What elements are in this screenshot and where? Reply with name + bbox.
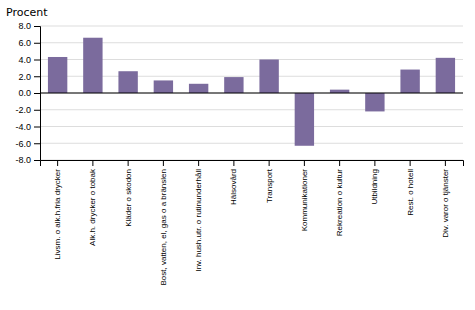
x-tick: Div. varor o tjänster	[441, 160, 450, 238]
grid-line	[40, 76, 463, 77]
x-tick: Bost, vatten, el, gas o a bränslen	[159, 160, 168, 286]
x-tick-mark	[163, 160, 164, 166]
y-tick-label: 4.0	[18, 55, 31, 65]
x-tick-label: Hälsovård	[229, 169, 238, 205]
y-tick-label: -8.0	[15, 155, 31, 165]
x-tick-mark	[269, 160, 270, 166]
x-tick-mark	[445, 160, 446, 166]
grid-line	[40, 59, 463, 60]
grid-line	[40, 109, 463, 110]
y-tick-label: 8.0	[18, 21, 31, 31]
bar	[48, 57, 67, 93]
x-tick-mark	[304, 160, 305, 166]
x-tick-label: Rest. o hotell	[406, 169, 415, 216]
x-tick: Rest. o hotell	[406, 160, 415, 216]
bar	[259, 60, 278, 94]
y-tick-label: 6.0	[18, 38, 31, 48]
y-tick-mark	[34, 110, 40, 111]
x-tick-label: Inv. hush.utr. o rutinunderhåll	[194, 169, 203, 272]
x-tick-label: Transport	[265, 168, 274, 203]
x-tick-label: Rekreation o kultur	[335, 169, 344, 236]
y-tick: -6.0	[15, 139, 40, 149]
plot: -8.0 -6.0 -4.0 -2.0 0.0 2.0 4.0 6.0 8.0 Livsm. o …	[15, 21, 463, 285]
x-tick-label: Alk.h. drycker o tobak	[88, 168, 97, 246]
grid-line	[40, 93, 463, 94]
x-tick-mark	[92, 160, 93, 166]
y-tick-label: -4.0	[15, 122, 31, 132]
x-tick-label: Kläder o skodon	[124, 169, 133, 227]
bar	[295, 93, 314, 146]
x-tick-mark	[233, 160, 234, 166]
x-axis-line	[41, 161, 464, 167]
x-tick-mark	[410, 160, 411, 166]
x-tick-label: Utbildning	[370, 169, 379, 205]
x-tick-mark	[374, 160, 375, 166]
y-axis: -8.0 -6.0 -4.0 -2.0 0.0 2.0 4.0 6.0 8.0	[15, 21, 40, 165]
x-tick-mark	[128, 160, 129, 166]
x-tick-label: Kommunikationer	[300, 169, 309, 232]
x-tick-mark	[198, 160, 199, 166]
y-tick-mark	[34, 26, 40, 27]
bar	[154, 80, 173, 93]
x-tick: Inv. hush.utr. o rutinunderhåll	[194, 160, 203, 272]
bar	[118, 71, 137, 93]
y-tick: 6.0	[18, 38, 40, 48]
grid-line	[40, 42, 463, 43]
bar	[224, 77, 243, 93]
chart: -8.0 -6.0 -4.0 -2.0 0.0 2.0 4.0 6.0 8.0 Livsm. o …	[0, 0, 475, 310]
bar	[365, 93, 384, 111]
x-tick-mark	[57, 160, 58, 166]
x-tick-mark	[339, 160, 340, 166]
y-tick-mark	[34, 76, 40, 77]
bars	[48, 38, 455, 146]
grid	[40, 26, 463, 160]
y-tick: -8.0	[15, 155, 40, 165]
x-tick: Rekreation o kultur	[335, 160, 344, 236]
y-tick-label: -2.0	[15, 105, 31, 115]
bar	[83, 38, 102, 93]
title: Procent	[6, 6, 48, 19]
y-tick: -2.0	[15, 105, 40, 115]
x-tick-label: Div. varor o tjänster	[441, 169, 450, 238]
x-tick: Transport	[265, 160, 274, 203]
grid-line	[40, 126, 463, 127]
y-tick: -4.0	[15, 122, 40, 132]
x-axis: Livsm. o alk.h.fria drycker Alk.h. drycke…	[41, 160, 464, 286]
y-tick-mark	[34, 127, 40, 128]
y-tick-label: 0.0	[18, 88, 31, 98]
grid-line	[40, 26, 463, 27]
x-tick: Livsm. o alk.h.fria drycker	[53, 160, 62, 260]
y-tick-label: -6.0	[15, 139, 31, 149]
bar	[330, 90, 349, 93]
y-tick: 0.0	[18, 88, 40, 98]
grid-line	[40, 143, 463, 144]
x-tick: Kommunikationer	[300, 160, 309, 231]
x-tick: Utbildning	[370, 160, 379, 205]
y-tick-mark	[34, 43, 40, 44]
x-tick: Kläder o skodon	[124, 160, 133, 227]
x-tick: Alk.h. drycker o tobak	[88, 160, 97, 246]
y-tick-mark	[34, 143, 40, 144]
bar	[400, 70, 419, 93]
y-tick: 2.0	[18, 72, 40, 82]
y-tick-mark	[34, 160, 40, 161]
y-tick: 4.0	[18, 55, 40, 65]
bar	[436, 58, 455, 93]
y-tick-mark	[34, 93, 40, 94]
x-tick: Hälsovård	[229, 160, 238, 205]
y-axis-line	[34, 27, 41, 161]
bar	[189, 84, 208, 93]
x-tick-label: Livsm. o alk.h.fria drycker	[53, 169, 62, 260]
y-tick-label: 2.0	[18, 72, 31, 82]
x-tick-label: Bost, vatten, el, gas o a bränslen	[159, 169, 168, 286]
y-tick: 8.0	[18, 21, 40, 31]
y-tick-mark	[34, 60, 40, 61]
zero-line	[40, 93, 463, 94]
